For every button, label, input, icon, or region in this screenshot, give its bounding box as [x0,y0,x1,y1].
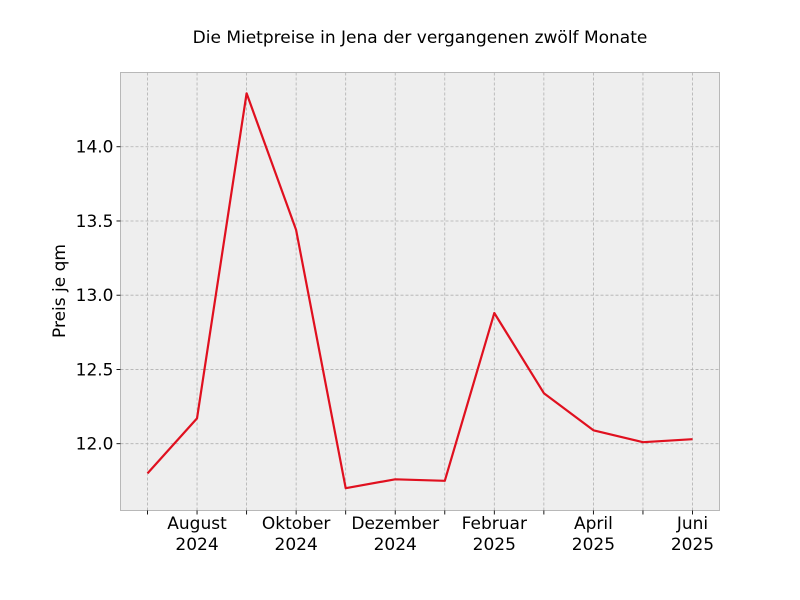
x-tick-label-month: August [167,514,227,534]
x-tick-label-month: April [574,514,613,534]
x-tick-label-year: 2024 [275,535,318,555]
x-tick-label-year: 2024 [374,535,417,555]
x-tick-label-month: Dezember [351,514,439,534]
y-tick-label: 13.0 [76,286,114,306]
axis-ticks [116,146,693,515]
x-tick-label-year: 2025 [572,535,615,555]
x-tick-label-year: 2024 [175,535,218,555]
y-axis-label: Preis je qm [50,244,70,338]
grid-lines [120,72,720,511]
series-group [146,92,693,490]
x-tick-label-year: 2025 [473,535,516,555]
series-line [146,92,693,490]
y-tick-label: 12.0 [76,435,114,455]
chart-title: Die Mietpreise in Jena der vergangenen z… [193,28,648,48]
y-tick-labels: 12.0 12.5 13.0 13.5 14.0 [76,138,114,455]
y-tick-label: 12.5 [76,360,114,380]
y-tick-label: 13.5 [76,212,114,232]
plot-area [120,72,720,511]
x-tick-labels: August2024Oktober2024Dezember2024Februar… [167,514,714,555]
x-tick-label-year: 2025 [671,535,714,555]
y-tick-label: 14.0 [76,138,114,158]
x-tick-label-month: Februar [462,514,527,534]
x-tick-label-month: Oktober [262,514,331,534]
x-tick-label-month: Juni [676,514,708,534]
